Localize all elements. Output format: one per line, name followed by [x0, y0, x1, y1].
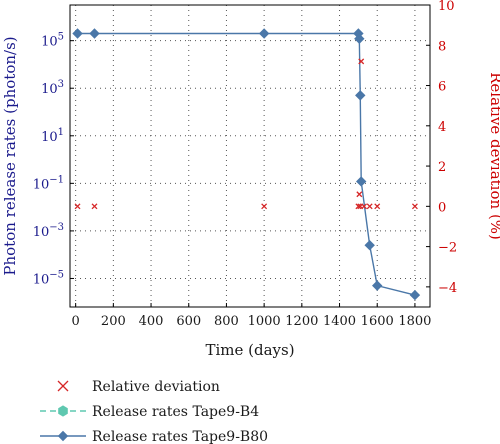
series-layer [72, 28, 421, 301]
x-tick-label: 1400 [323, 314, 356, 329]
cross-stroke [355, 203, 362, 210]
cross-stroke [261, 203, 268, 210]
grid-lines [70, 5, 430, 307]
cross-stroke [374, 203, 381, 210]
left-axis-label: Photon release rates (photon/s) [1, 36, 19, 275]
plot-frame [69, 4, 431, 308]
series-b80-point [354, 33, 365, 44]
series-b80-point [355, 176, 367, 187]
x-tick-label: 600 [176, 314, 201, 329]
x-axis-ticks: 0 200 400 600 800 1000 1200 1400 1600 1800 [72, 303, 431, 329]
cross-stroke [57, 380, 69, 392]
left-tick-label: 10−1 [33, 174, 64, 192]
left-tick-label: 10−5 [33, 269, 64, 287]
legend-deviation-label: Relative deviation [92, 379, 220, 395]
series-b80-line [77, 32, 416, 296]
left-tick-label: 101 [41, 127, 64, 145]
legend-b80-label: Release rates Tape9-B80 [92, 429, 268, 444]
series-b80-point [258, 28, 270, 39]
x-tick-label: 400 [139, 314, 164, 329]
left-tick-label: 105 [41, 32, 64, 50]
right-axis-ticks: 10 8 6 4 2 0 −2 −4 [426, 0, 457, 296]
left-tick-label: 10−3 [33, 222, 64, 240]
series-b80-point [409, 289, 421, 301]
legend-deviation-marker [57, 380, 69, 392]
legend: Relative deviation Release rates Tape9-B4… [40, 379, 268, 444]
cross-stroke [74, 203, 81, 210]
x-tick-label: 1000 [248, 314, 281, 329]
right-tick-label: 6 [438, 80, 446, 95]
series-deviation-point [74, 203, 81, 210]
series-deviation-point [411, 203, 418, 210]
right-axis-label: Relative deviation (%) [487, 72, 500, 240]
left-axis-ticks: 105 103 101 10−1 10−3 10−5 [33, 32, 74, 287]
x-tick-label: 200 [101, 314, 126, 329]
x-tick-label: 1600 [361, 314, 394, 329]
cross-stroke [356, 191, 363, 198]
series-b80-point [364, 240, 375, 251]
legend-b80-marker [57, 430, 69, 442]
right-tick-label: −2 [438, 241, 457, 256]
series-deviation-point [366, 203, 373, 210]
series-deviation-point [361, 203, 367, 210]
right-tick-label: 2 [438, 160, 446, 175]
x-tick-label: 1800 [398, 314, 431, 329]
right-tick-label: 10 [438, 0, 455, 14]
series-deviation-point [358, 58, 365, 65]
right-tick-label: 4 [438, 120, 446, 135]
series-b80-point [72, 28, 83, 39]
cross-stroke [358, 58, 365, 65]
legend-b4-marker [58, 405, 68, 417]
series-deviation-point [91, 203, 98, 210]
series-b80-point [372, 280, 383, 291]
right-tick-label: −4 [438, 281, 457, 296]
series-deviation-point [356, 191, 363, 198]
cross-stroke [411, 203, 418, 210]
left-tick-label: 103 [41, 79, 64, 97]
cross-stroke [91, 203, 98, 210]
series-deviation-point [374, 203, 381, 210]
cross-stroke [366, 203, 373, 210]
series-deviation-point [355, 203, 362, 210]
series-deviation-point [261, 203, 268, 210]
right-tick-label: 0 [438, 200, 446, 215]
series-b80-point [355, 90, 366, 101]
right-tick-label: 8 [438, 39, 446, 54]
x-tick-label: 800 [214, 314, 239, 329]
cross-stroke [361, 203, 367, 210]
series-b80-point [89, 28, 100, 39]
x-axis-label: Time (days) [205, 341, 294, 359]
x-tick-label: 0 [72, 314, 80, 329]
legend-b4-label: Release rates Tape9-B4 [92, 404, 259, 420]
x-tick-label: 1200 [285, 314, 318, 329]
